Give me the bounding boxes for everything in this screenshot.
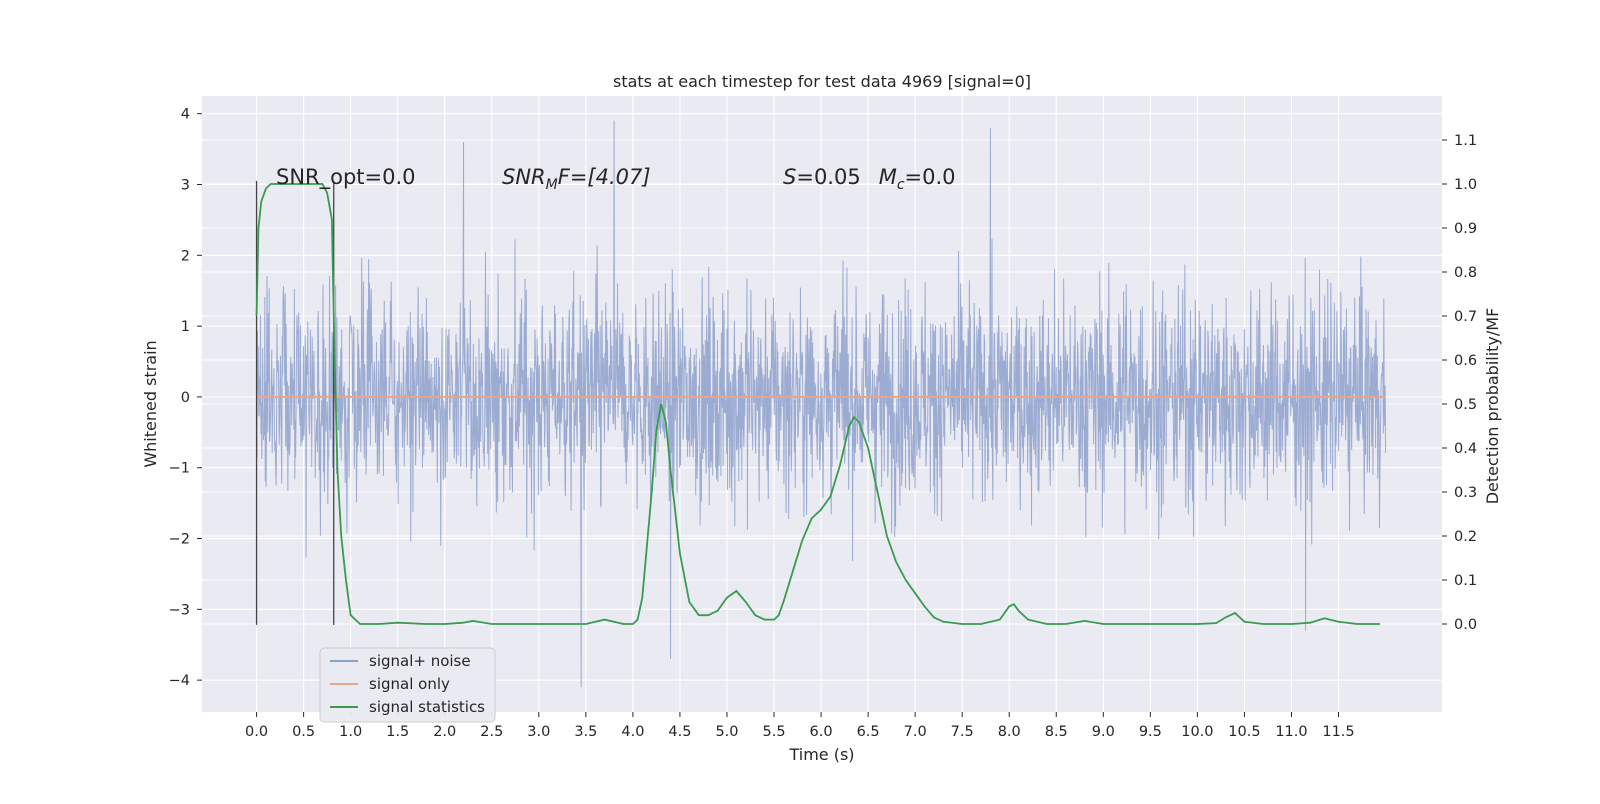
y-tick-label-right: 0.9: [1454, 221, 1477, 237]
y-tick-label-right: 0.1: [1454, 573, 1477, 589]
y-tick-label-right: 0.3: [1454, 485, 1477, 501]
x-tick-label: 6.5: [857, 724, 880, 740]
x-tick-label: 0.0: [245, 724, 268, 740]
y-tick-label-right: 0.8: [1454, 265, 1477, 281]
x-tick-label: 9.0: [1092, 724, 1115, 740]
x-tick-label: 9.5: [1139, 724, 1162, 740]
annotation-snr-mf: SNRMF=[4.07]: [502, 165, 651, 193]
x-axis-label: Time (s): [788, 745, 854, 764]
x-tick-label: 2.0: [433, 724, 456, 740]
y-tick-label-right: 0.4: [1454, 441, 1477, 457]
y-tick-label-left: 1: [181, 319, 190, 335]
x-tick-label: 4.5: [668, 724, 691, 740]
y-tick-label-left: −2: [169, 532, 190, 548]
x-tick-label: 8.5: [1045, 724, 1068, 740]
legend: signal+ noise signal only signal statist…: [319, 647, 496, 723]
x-tick-label: 3.0: [527, 724, 550, 740]
y-tick-label-right: 0.7: [1454, 309, 1477, 325]
mc-label: M: [879, 165, 897, 189]
legend-label-signal-statistics: signal statistics: [369, 698, 485, 716]
y-tick-label-left: 2: [181, 248, 190, 264]
y-tick-label-right: 0.0: [1454, 617, 1477, 633]
legend-label-signal-only: signal only: [369, 675, 450, 693]
x-tick-label: 6.0: [810, 724, 833, 740]
x-tick-label: 3.5: [574, 724, 597, 740]
x-tick-label: 7.5: [951, 724, 974, 740]
s-label: S: [783, 165, 796, 189]
y-tick-label-right: 0.2: [1454, 529, 1477, 545]
snr-mf-sub: M: [546, 177, 558, 193]
signal-statistics-line: [255, 183, 1380, 625]
y-tick-label-right: 1.1: [1454, 133, 1477, 149]
chart-title: stats at each timestep for test data 496…: [613, 72, 1031, 91]
y-tick-label-right: 0.6: [1454, 353, 1477, 369]
signal-statistics-series: [255, 183, 1380, 625]
x-tick-label: 5.0: [715, 724, 738, 740]
x-tick-label: 4.0: [621, 724, 644, 740]
y-tick-label-right: 0.5: [1454, 397, 1477, 413]
x-tick-label: 11.5: [1322, 724, 1354, 740]
y-tick-label-left: −4: [169, 673, 190, 689]
y-axis-label-right: Detection probability/MF: [1483, 308, 1502, 505]
x-ticks: 0.0 0.5 1.0 1.5 2.0 2.5 3.0 3.5 4.0 4.5 5.0 5.5 6.0 6…: [245, 712, 1355, 740]
legend-label-signal-noise: signal+ noise: [369, 652, 471, 670]
x-tick-label: 5.5: [762, 724, 785, 740]
y-ticks-left: 4 3 2 1 0 −1 −2 −3 −4: [169, 107, 202, 689]
y-tick-label-left: 0: [181, 390, 190, 406]
x-tick-label: 11.0: [1275, 724, 1307, 740]
y-ticks-right: 1.1 1.0 0.9 0.8 0.7 0.6 0.5 0.4 0.3 0.2 0.1 0.0: [1442, 133, 1477, 633]
x-tick-label: 8.0: [998, 724, 1021, 740]
x-tick-label: 0.5: [292, 724, 315, 740]
annotation-snr-opt: SNR_opt=0.0: [276, 165, 416, 190]
y-tick-label-right: 1.0: [1454, 177, 1477, 193]
y-tick-label-left: −3: [169, 602, 190, 618]
s-value: =0.05: [796, 165, 860, 189]
y-tick-label-left: 4: [181, 107, 190, 123]
mc-sub: c: [897, 177, 905, 193]
y-tick-label-left: 3: [181, 178, 190, 194]
x-tick-label: 1.5: [386, 724, 409, 740]
snr-mf-rest: F=[4.07]: [558, 165, 651, 189]
x-tick-label: 1.0: [339, 724, 362, 740]
y-tick-label-left: −1: [169, 461, 190, 477]
legend-box: [319, 647, 496, 723]
annotation-s-mc: S=0.05 Mc=0.0: [783, 165, 956, 193]
x-tick-label: 10.5: [1228, 724, 1260, 740]
x-tick-label: 10.0: [1181, 724, 1213, 740]
mc-value: =0.0: [905, 165, 956, 189]
snr-mf-label: SNR: [502, 165, 546, 189]
x-tick-label: 2.5: [480, 724, 503, 740]
vertical-markers: [255, 180, 335, 625]
x-tick-label: 7.0: [904, 724, 927, 740]
y-axis-label-left: Whitened strain: [141, 340, 160, 467]
